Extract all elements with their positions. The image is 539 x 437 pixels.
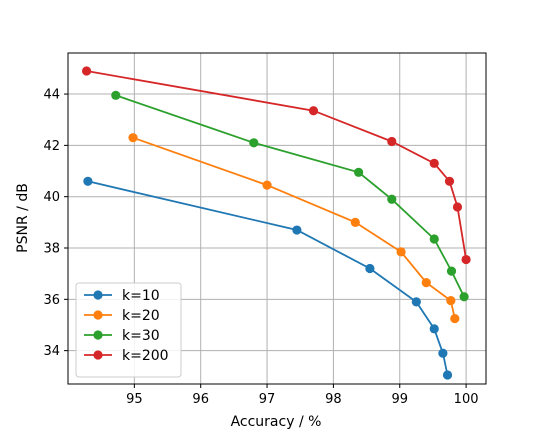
ticks: 95 96 97 98 99 100 34 36 38 40 42 44 [43, 88, 478, 407]
x-axis-label: Accuracy / % [231, 414, 322, 430]
legend-marker [93, 330, 103, 340]
y-tick-label: 42 [43, 139, 60, 154]
y-tick-label: 40 [43, 190, 60, 205]
data-point [387, 136, 397, 147]
data-point [438, 348, 448, 358]
series-line [115, 94, 465, 298]
legend-marker [93, 310, 103, 320]
data-point [83, 176, 93, 186]
data-point [446, 296, 456, 306]
x-tick-label: 95 [126, 392, 143, 407]
data-point [249, 138, 259, 148]
data-point [446, 266, 457, 276]
legend-item: k=30 [84, 328, 160, 344]
y-tick-label: 36 [43, 293, 60, 308]
data-point [111, 90, 121, 100]
legend-label: k=20 [122, 308, 160, 324]
y-tick-label: 34 [43, 344, 60, 359]
data-point [354, 167, 364, 177]
series-k-10 [83, 176, 453, 380]
data-point [387, 194, 397, 204]
x-tick-label: 97 [259, 392, 276, 407]
legend: k=10 k=20 k=30 k=200 [75, 282, 182, 378]
y-tick-label: 38 [43, 242, 60, 257]
legend-label: k=200 [122, 348, 169, 364]
data-point [350, 217, 360, 227]
legend-item: k=200 [84, 348, 169, 364]
data-point [461, 254, 471, 265]
data-point [450, 313, 460, 324]
legend-label: k=10 [122, 288, 160, 304]
data-point [452, 202, 463, 212]
legend-item: k=20 [84, 308, 160, 324]
data-point [429, 234, 439, 244]
data-point [292, 225, 302, 235]
data-point [459, 292, 469, 302]
data-point [444, 176, 455, 186]
x-tick-label: 99 [391, 392, 408, 407]
y-tick-label: 44 [43, 88, 60, 103]
series-k-200 [81, 66, 471, 265]
legend-label: k=30 [122, 328, 160, 344]
data-point [429, 158, 439, 168]
series-k-30 [111, 90, 469, 302]
legend-marker [93, 350, 103, 360]
data-point [442, 370, 453, 380]
data-point [81, 66, 92, 76]
data-point [421, 278, 431, 288]
legend-marker [93, 290, 103, 300]
x-tick-label: 100 [454, 392, 479, 407]
data-point [365, 263, 375, 274]
y-axis-label: PSNR / dB [15, 183, 31, 253]
series-line [86, 70, 467, 260]
legend-item: k=10 [84, 288, 160, 304]
series-k-20 [128, 133, 460, 324]
series-layer [81, 66, 471, 380]
data-point [411, 297, 421, 307]
x-tick-label: 98 [325, 392, 342, 407]
x-tick-label: 96 [192, 392, 209, 407]
data-point [429, 324, 439, 334]
plot-frame [67, 52, 487, 385]
data-point [308, 106, 319, 116]
data-point [128, 133, 138, 143]
data-point [262, 180, 272, 190]
data-point [396, 247, 406, 257]
